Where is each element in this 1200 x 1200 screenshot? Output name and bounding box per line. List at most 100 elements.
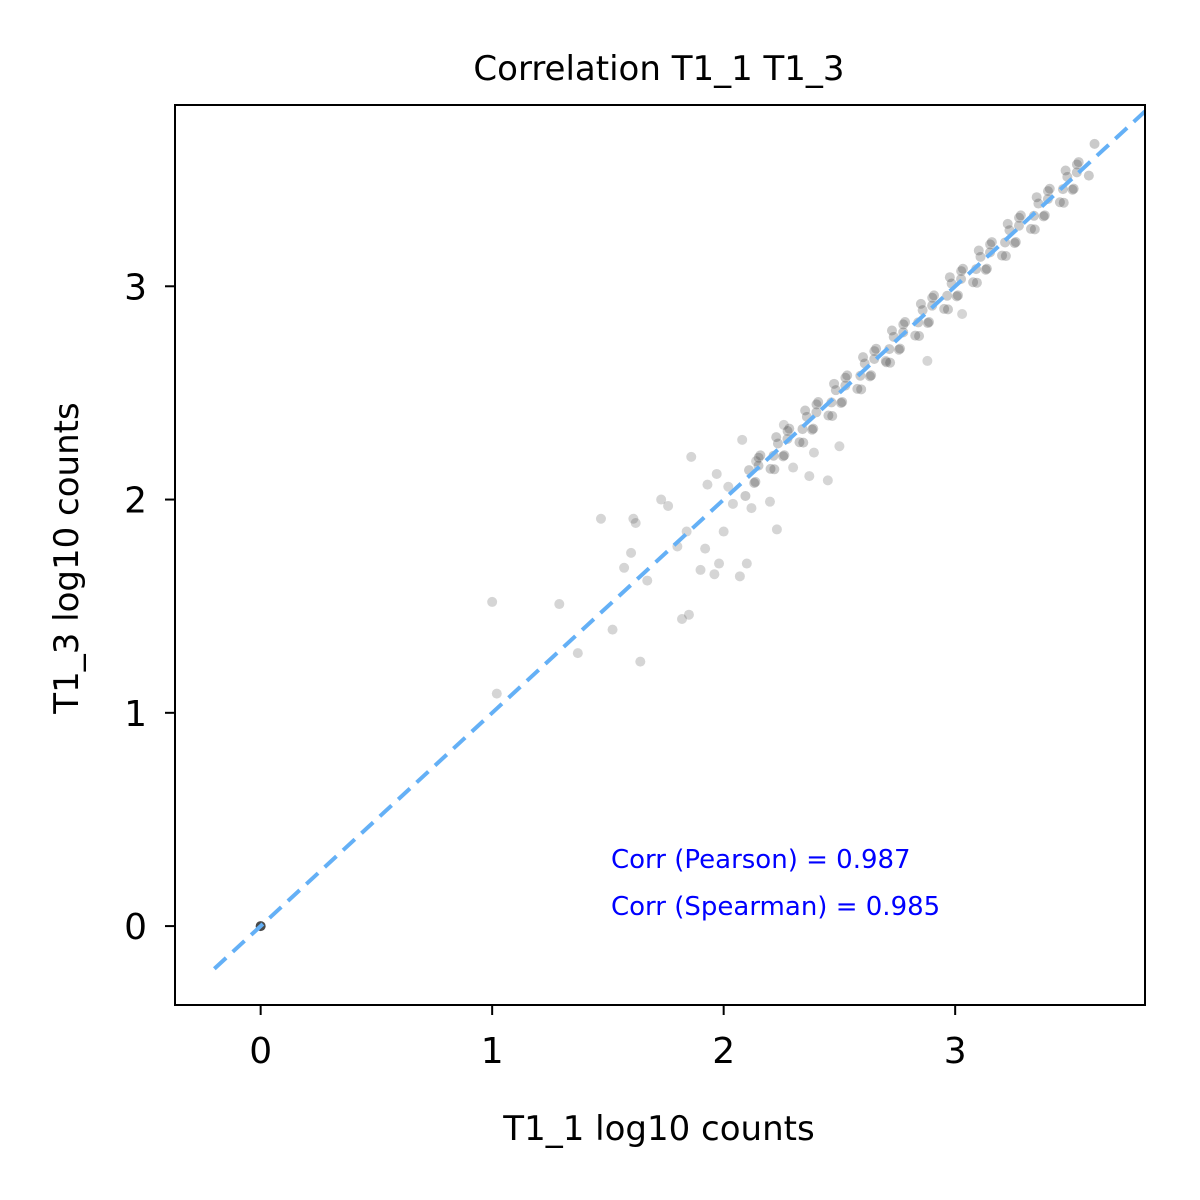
data-point [718,526,729,537]
data-point [827,410,838,421]
data-point [635,656,646,667]
data-point [808,447,819,458]
data-point [956,266,967,277]
data-point [1033,198,1044,209]
data-point [686,451,697,462]
data-point [788,462,799,473]
data-point [915,298,926,309]
data-point [572,648,583,659]
data-point [723,481,734,492]
data-point [1043,186,1053,197]
data-point [798,437,809,448]
data-point [1060,165,1071,176]
y-tick-label: 3 [124,267,147,308]
identity-reference-line [213,109,1145,971]
data-point [1009,238,1020,249]
data-point [837,396,848,407]
data-point [924,316,935,327]
data-point [981,263,992,274]
data-point [772,438,783,449]
data-point [755,450,766,461]
data-point [952,290,963,301]
data-point [782,426,793,437]
data-point [1025,223,1036,234]
data-point [900,317,911,328]
data-point [800,405,811,416]
data-point [980,264,991,275]
data-point [1044,183,1055,194]
data-point [702,479,713,490]
x-axis: 0 1 2 3 [249,1005,967,1072]
data-point [709,569,720,580]
data-point [944,272,955,283]
data-point [811,399,822,410]
data-point [942,290,953,301]
data-point [619,562,630,573]
data-point [656,494,667,505]
data-point [750,476,761,487]
data-point [914,331,925,342]
data-point [836,398,847,409]
data-point [1083,170,1094,181]
data-point [714,558,725,569]
data-point [1039,210,1050,221]
data-point [595,513,606,524]
x-tick-label: 0 [249,1031,272,1072]
data-point [985,239,996,250]
data-point [1067,184,1078,195]
data-point [986,237,997,248]
data-point [1073,157,1084,168]
data-point [885,357,896,368]
x-tick-label: 1 [481,1031,504,1072]
data-point [975,251,986,262]
data-point [968,277,979,288]
y-tick-label: 2 [124,481,147,522]
data-point [779,450,790,461]
data-point [807,424,818,435]
data-point [840,372,851,383]
data-point [769,464,780,475]
data-point [765,463,776,474]
data-point [829,378,840,389]
data-point [957,309,968,320]
data-point [630,518,641,529]
data-point [852,383,863,394]
data-point [663,500,674,511]
data-point [734,571,745,582]
data-point [917,305,928,316]
x-tick-label: 2 [712,1031,735,1072]
data-point [1015,210,1026,221]
data-point [804,471,815,482]
data-point [778,451,789,462]
data-point [771,524,782,535]
data-point [1029,224,1040,235]
plot-area [213,109,1145,971]
spearman-annotation: Corr (Spearman) = 0.985 [611,892,940,922]
data-point [740,490,751,501]
data-point [628,513,639,524]
data-point [1058,197,1069,208]
plot-frame [174,104,1146,1006]
data-point [858,352,869,363]
data-point [842,370,853,381]
data-point [778,419,789,430]
data-point [642,575,653,586]
data-point [676,613,687,624]
data-point [695,564,706,575]
data-point [869,346,880,357]
data-point [973,245,984,256]
data-point [895,343,906,354]
data-point [794,437,805,448]
data-point [811,407,822,418]
data-point [997,250,1008,261]
data-point [1068,183,1079,194]
x-axis-label: T1_1 log10 counts [502,1109,814,1149]
data-point [751,456,762,467]
data-point [830,385,841,396]
data-point [927,292,938,303]
data-point [1000,251,1011,262]
data-point [951,291,962,302]
data-point [1038,211,1049,222]
